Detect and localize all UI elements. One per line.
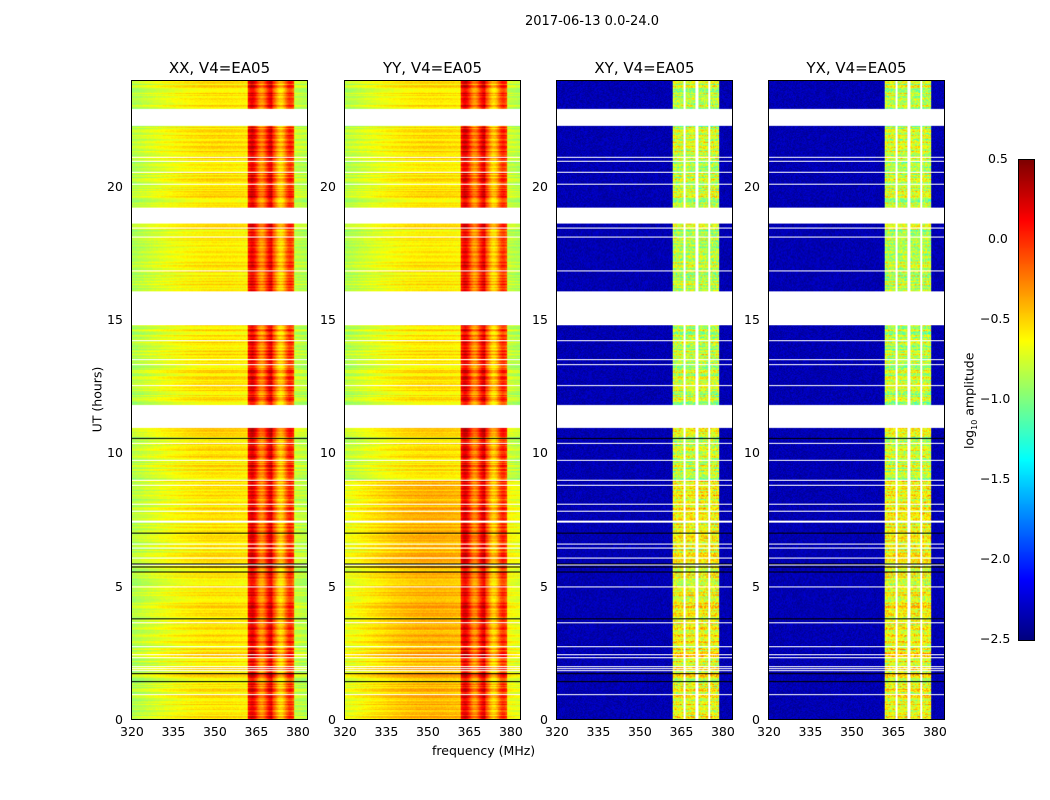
y-tick-label: 0 [115, 712, 123, 727]
x-tick-label: 335 [798, 724, 823, 739]
y-tick-label: 15 [532, 312, 548, 327]
x-tick-label: 350 [202, 724, 227, 739]
colorbar-tick-label: −1.5 [980, 471, 1011, 486]
colorbar-tick-label: −1.0 [980, 391, 1011, 406]
figure-suptitle: 2017-06-13 0.0-24.0 [525, 14, 659, 29]
y-tick-label: 15 [107, 312, 123, 327]
panel-title: YY, V4=EA05 [382, 59, 483, 77]
y-tick-label: 15 [320, 312, 336, 327]
x-tick-label: 365 [881, 724, 906, 739]
y-tick-label: 5 [540, 578, 548, 594]
x-tick-label: 350 [839, 724, 864, 739]
y-tick-label: 10 [744, 445, 760, 461]
colorbar-tick-label: 0.0 [988, 231, 1008, 246]
y-tick-label: 20 [744, 178, 760, 194]
colorbar [1018, 159, 1035, 641]
y-tick-label: 15 [744, 312, 760, 327]
heatmap-panel-xy [556, 80, 733, 720]
x-tick-label: 320 [120, 724, 144, 739]
x-tick-label: 335 [161, 724, 186, 739]
panel-title: YX, V4=EA05 [806, 59, 907, 77]
y-tick-label: 5 [328, 578, 336, 594]
colorbar-tick-label: −0.5 [980, 311, 1011, 326]
x-tick-label: 350 [627, 724, 652, 739]
y-tick-label: 10 [107, 445, 123, 461]
x-tick-label: 365 [244, 724, 269, 739]
x-tick-label: 365 [669, 724, 694, 739]
colorbar-tick-label: −2.0 [980, 551, 1011, 566]
y-tick-label: 0 [328, 712, 336, 727]
colorbar-label: log10 amplitude [961, 352, 979, 449]
y-tick-label: 10 [320, 445, 336, 461]
colorbar-tick-label: −2.5 [980, 631, 1011, 646]
x-tick-label: 320 [545, 724, 569, 739]
colorbar-tick-label: 0.5 [988, 151, 1008, 166]
panel-title: XY, V4=EA05 [594, 59, 695, 77]
x-tick-label: 335 [374, 724, 399, 739]
y-tick-label: 0 [540, 712, 548, 727]
y-tick-label: 0 [752, 712, 760, 727]
x-tick-label: 380 [922, 724, 947, 739]
x-tick-label: 320 [333, 724, 357, 739]
panel-title: XX, V4=EA05 [168, 59, 271, 77]
heatmap-panel-yx [768, 80, 945, 720]
x-tick-label: 350 [415, 724, 440, 739]
heatmap-panel-xx [131, 80, 308, 720]
y-tick-label: 20 [320, 178, 336, 194]
y-tick-label: 20 [107, 178, 123, 194]
x-tick-label: 335 [586, 724, 611, 739]
y-tick-label: 5 [752, 578, 760, 594]
x-tick-label: 365 [457, 724, 482, 739]
x-axis-label: frequency (MHz) [432, 743, 536, 758]
y-tick-label: 20 [532, 178, 548, 194]
x-tick-label: 320 [757, 724, 781, 739]
x-tick-label: 380 [498, 724, 523, 739]
x-tick-label: 380 [285, 724, 310, 739]
y-axis-label: UT (hours) [89, 366, 105, 433]
y-tick-label: 5 [115, 578, 123, 594]
heatmap-panel-yy [344, 80, 521, 720]
x-tick-label: 380 [710, 724, 735, 739]
y-tick-label: 10 [532, 445, 548, 461]
